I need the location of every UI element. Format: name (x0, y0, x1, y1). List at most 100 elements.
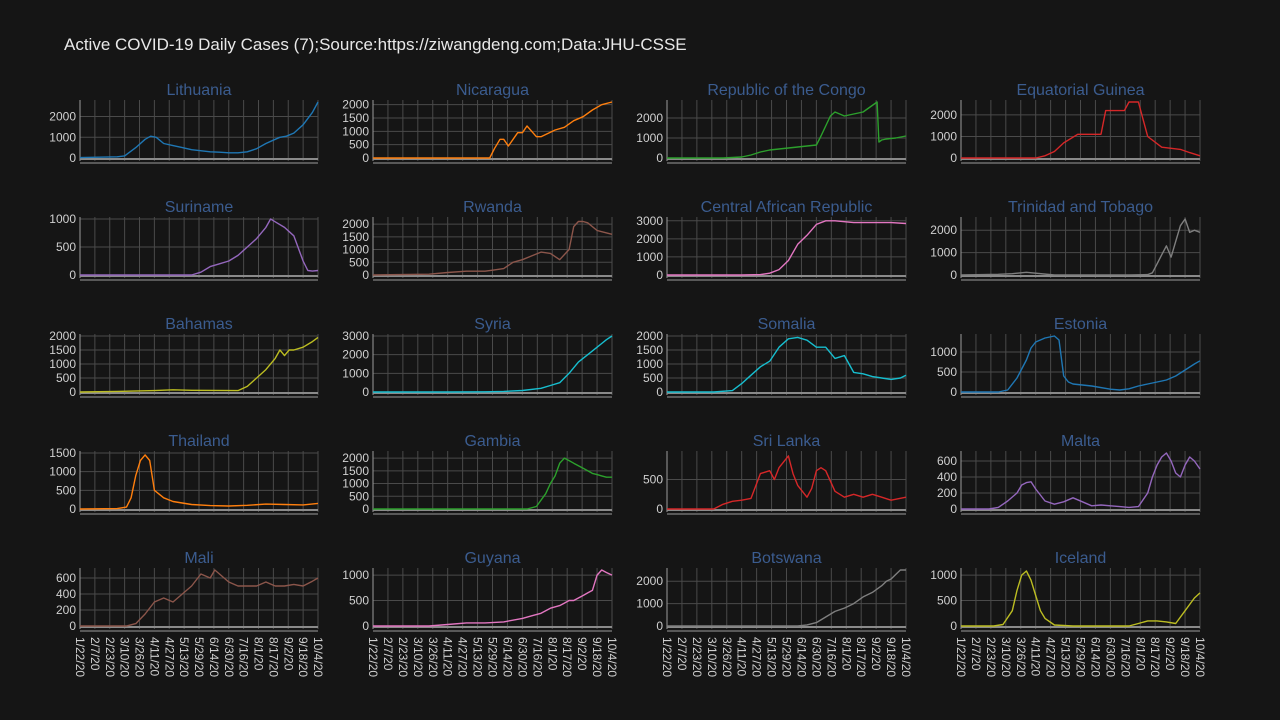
y-tick-label: 1000 (930, 345, 957, 359)
x-tick-label: 3/10/20 (411, 637, 425, 677)
panel-19: 0 500 1000 Iceland 1/22/20 2/7/20 2/23/20 3/10/… (930, 550, 1207, 677)
y-tick-label: 0 (950, 385, 957, 399)
y-tick-label: 1000 (636, 357, 663, 371)
y-tick-label: 1500 (342, 111, 369, 125)
x-tick-label: 5/13/20 (471, 637, 485, 677)
x-tick-label: 8/1/20 (545, 637, 559, 671)
panel-title: Central African Republic (701, 199, 873, 216)
x-tick-label: 4/11/20 (1029, 637, 1043, 676)
x-tick-label: 6/14/20 (500, 637, 514, 677)
x-tick-label: 8/1/20 (839, 637, 853, 671)
series-line (961, 335, 1201, 393)
x-tick-label: 3/10/20 (118, 637, 132, 677)
y-tick-label: 0 (362, 151, 369, 165)
x-tick-label: 6/30/20 (1103, 637, 1117, 677)
y-tick-label: 1000 (49, 212, 76, 226)
series-line (373, 457, 612, 510)
y-tick-label: 1000 (342, 366, 369, 380)
x-tick-label: 10/4/20 (899, 637, 913, 677)
y-tick-label: 0 (656, 385, 663, 399)
y-tick-label: 0 (362, 268, 369, 282)
panel-title: Malta (1061, 433, 1100, 450)
y-tick-label: 1000 (342, 243, 369, 257)
x-tick-label: 2/7/20 (88, 637, 102, 671)
y-tick-label: 1500 (342, 464, 369, 478)
x-tick-label: 10/4/20 (605, 637, 619, 677)
y-tick-label: 500 (643, 371, 663, 385)
x-tick-label: 8/17/20 (1148, 637, 1162, 677)
panel-title: Estonia (1054, 316, 1107, 333)
y-tick-label: 1000 (342, 477, 369, 491)
x-tick-label: 8/1/20 (1133, 637, 1147, 671)
y-tick-label: 2000 (342, 348, 369, 362)
y-tick-label: 0 (656, 502, 663, 516)
series-line (80, 218, 319, 276)
y-tick-label: 0 (69, 151, 76, 165)
panel-0: 0 1000 2000 Lithuania (49, 82, 319, 165)
y-tick-label: 500 (349, 594, 369, 608)
x-tick-label: 9/18/20 (296, 637, 310, 677)
y-tick-label: 500 (56, 240, 76, 254)
series-line (79, 101, 319, 159)
x-tick-label: 4/27/20 (1044, 637, 1058, 677)
x-tick-label: 4/11/20 (441, 637, 455, 676)
x-tick-label: 5/13/20 (177, 637, 191, 677)
x-tick-label: 5/29/20 (192, 637, 206, 677)
series-line (667, 455, 907, 510)
x-tick-label: 3/26/20 (426, 637, 440, 677)
panel-6: 0 1000 2000 3000 Central African Republic (636, 199, 907, 282)
y-tick-label: 200 (56, 603, 76, 617)
x-tick-label: 5/29/20 (1074, 637, 1088, 677)
x-tick-label: 2/23/20 (396, 637, 410, 677)
x-tick-label: 8/1/20 (252, 637, 266, 671)
y-tick-label: 0 (362, 619, 369, 633)
x-tick-label: 6/30/20 (809, 637, 823, 677)
y-tick-label: 0 (950, 619, 957, 633)
x-tick-label: 6/14/20 (794, 637, 808, 677)
y-tick-label: 2000 (342, 217, 369, 231)
x-tick-label: 4/27/20 (162, 637, 176, 677)
y-tick-label: 500 (937, 365, 957, 379)
panel-12: 0 500 1000 1500 Thailand (49, 433, 319, 516)
y-tick-label: 0 (69, 502, 76, 516)
y-tick-label: 0 (950, 268, 957, 282)
x-tick-label: 8/17/20 (560, 637, 574, 677)
panel-7: 0 1000 2000 Trinidad and Tobago (930, 199, 1201, 282)
series-line (667, 220, 907, 276)
panel-18: 0 1000 2000 Botswana 1/22/20 2/7/20 2/23/20 3/1… (636, 550, 913, 677)
x-tick-label: 8/17/20 (266, 637, 280, 677)
y-tick-label: 1000 (636, 131, 663, 145)
panel-title: Botswana (751, 550, 821, 567)
series-line (667, 569, 906, 627)
panel-4: 0 500 1000 Suriname (49, 199, 319, 282)
series-line (960, 218, 1201, 276)
x-tick-label: 4/11/20 (735, 637, 749, 676)
x-tick-label: 2/23/20 (690, 637, 704, 677)
x-tick-label: 1/22/20 (660, 637, 674, 677)
x-tick-label: 4/27/20 (456, 637, 470, 677)
y-tick-label: 0 (656, 268, 663, 282)
x-tick-label: 5/29/20 (780, 637, 794, 677)
x-tick-label: 6/14/20 (1088, 637, 1102, 677)
panel-title: Guyana (464, 550, 520, 567)
series-line (667, 101, 907, 159)
y-tick-label: 0 (950, 151, 957, 165)
series-line (373, 335, 613, 393)
x-tick-label: 6/14/20 (207, 637, 221, 677)
series-line (373, 569, 613, 627)
y-tick-label: 2000 (636, 329, 663, 343)
x-tick-label: 4/27/20 (750, 637, 764, 677)
y-tick-label: 500 (56, 371, 76, 385)
y-tick-label: 600 (56, 571, 76, 585)
y-tick-label: 0 (69, 385, 76, 399)
y-tick-label: 1000 (49, 465, 76, 479)
y-tick-label: 2000 (636, 111, 663, 125)
y-tick-label: 2000 (342, 451, 369, 465)
x-tick-label: 5/13/20 (765, 637, 779, 677)
y-tick-label: 1000 (930, 246, 957, 260)
y-tick-label: 500 (349, 489, 369, 503)
x-tick-label: 7/16/20 (824, 637, 838, 677)
